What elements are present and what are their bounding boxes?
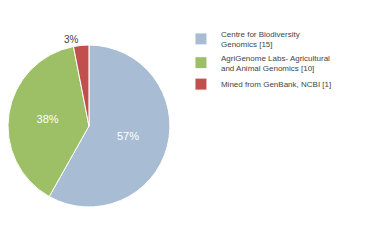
svg-text:AgriGenome Labs- Agriculturala: AgriGenome Labs- Agriculturaland Animal … bbox=[221, 54, 330, 73]
svg-text:3%: 3% bbox=[64, 34, 79, 45]
svg-text:57%: 57% bbox=[117, 130, 139, 142]
svg-text:38%: 38% bbox=[37, 113, 59, 125]
svg-text:Mined from GenBank, NCBI [1]: Mined from GenBank, NCBI [1] bbox=[221, 80, 331, 89]
svg-text:Centre for BiodiversityGenomic: Centre for BiodiversityGenomics [15] bbox=[221, 30, 300, 49]
